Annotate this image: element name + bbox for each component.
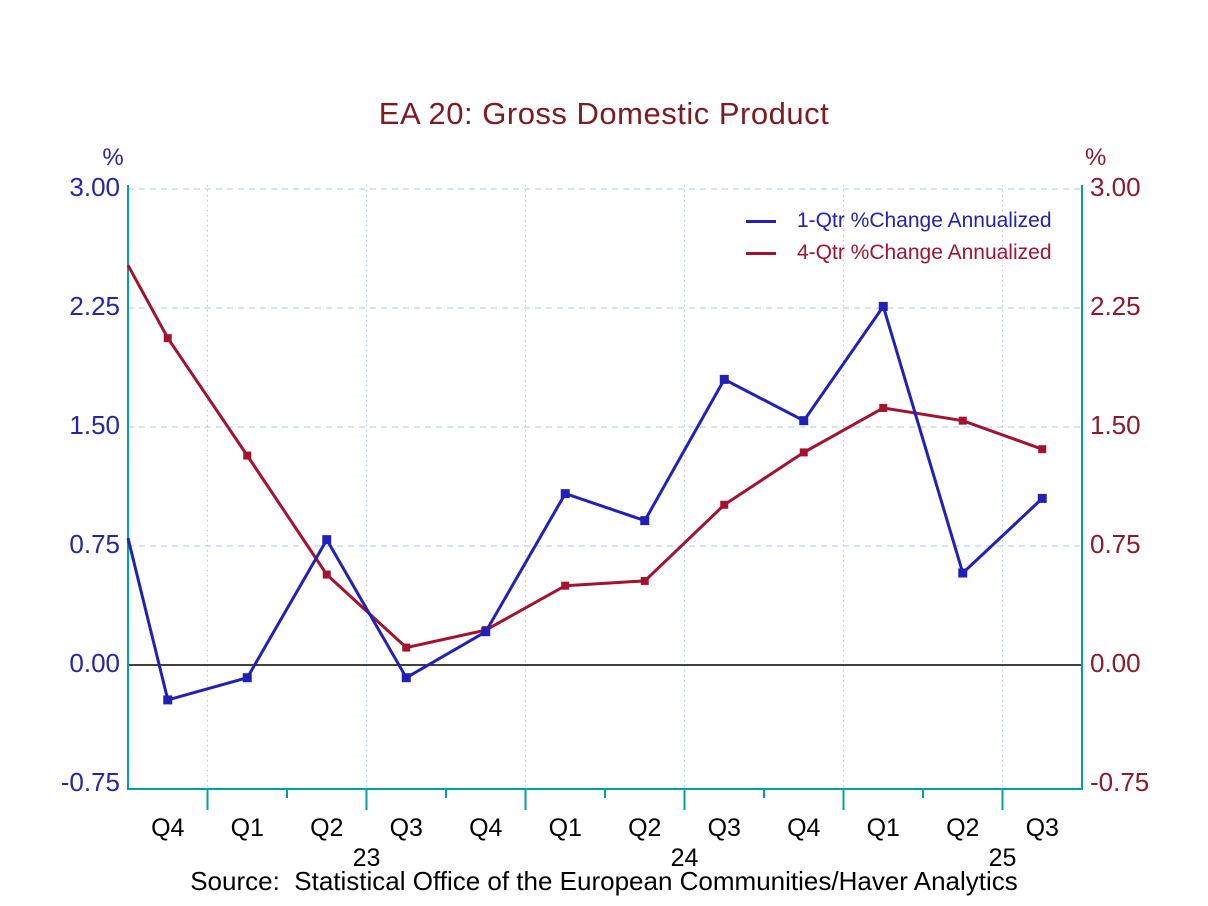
y-tick-label-left: -0.75	[60, 767, 120, 797]
y-tick-label-right: 0.75	[1090, 529, 1141, 559]
x-tick-label: Q2	[628, 814, 662, 842]
legend-label-1qtr: 1-Qtr %Change Annualized	[797, 209, 1052, 232]
x-tick-label: Q4	[469, 814, 503, 842]
legend-line-swatch-red	[746, 251, 776, 255]
x-tick-label: Q4	[151, 814, 185, 842]
source-caption: Source: Statistical Office of the Europe…	[190, 866, 1018, 896]
year-label: 23	[352, 844, 381, 872]
y-tick-label-left: 0.75	[69, 529, 120, 559]
x-tick-label: Q1	[548, 814, 582, 842]
x-tick-label: Q3	[389, 814, 423, 842]
x-tick-label: Q1	[866, 814, 900, 842]
y-tick-label-left: 2.25	[69, 291, 120, 321]
chart-title: EA 20: Gross Domestic Product	[378, 96, 830, 131]
y-tick-label-right: 3.00	[1090, 172, 1141, 202]
y-tick-label-right: -0.75	[1090, 767, 1150, 797]
legend-item-4qtr: 4-Qtr %Change Annualized	[746, 237, 1052, 269]
x-tick-label: Q2	[310, 814, 344, 842]
y-tick-label-right: 1.50	[1090, 410, 1141, 440]
y-axis-unit-right: %	[1085, 144, 1107, 171]
y-tick-label-left: 1.50	[69, 410, 120, 440]
legend-label-4qtr: 4-Qtr %Change Annualized	[797, 241, 1052, 264]
y-tick-label-right: 2.25	[1090, 291, 1141, 321]
y-tick-label-left: 3.00	[69, 172, 120, 202]
y-tick-label-left: 0.00	[69, 648, 120, 678]
legend-line-swatch-blue	[746, 219, 776, 223]
y-axis-unit-left: %	[102, 144, 124, 171]
x-tick-label: Q4	[787, 814, 821, 842]
legend: 1-Qtr %Change Annualized 4-Qtr %Change A…	[746, 205, 1052, 269]
x-tick-label: Q3	[1025, 814, 1059, 842]
legend-item-1qtr: 1-Qtr %Change Annualized	[746, 205, 1052, 237]
y-tick-label-right: 0.00	[1090, 648, 1141, 678]
x-tick-label: Q2	[946, 814, 980, 842]
x-tick-label: Q3	[707, 814, 741, 842]
year-label: 24	[670, 844, 699, 872]
year-label: 25	[988, 844, 1017, 872]
x-tick-label: Q1	[230, 814, 264, 842]
